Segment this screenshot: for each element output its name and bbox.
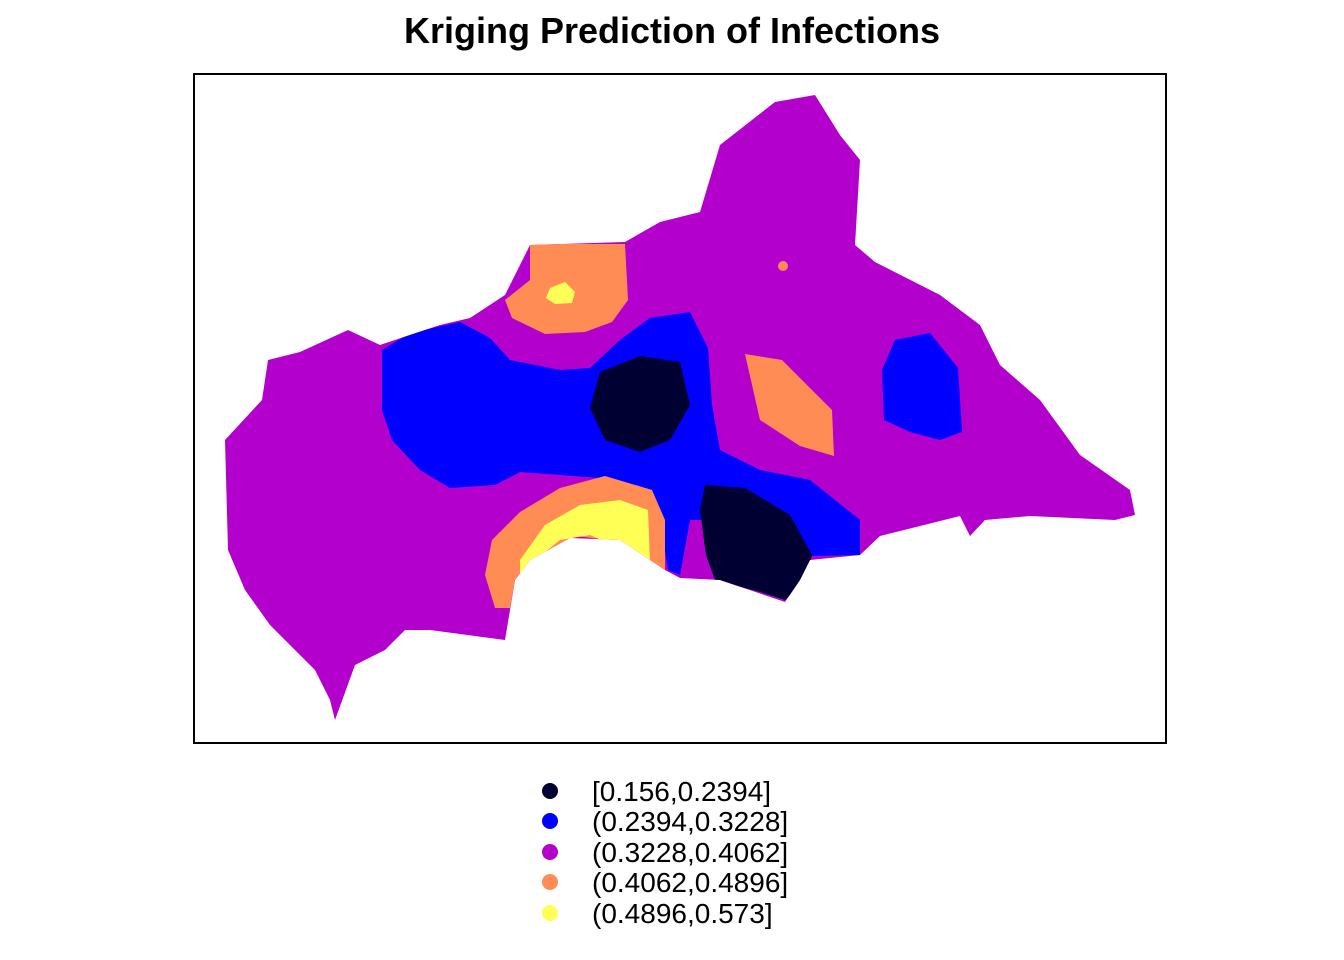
legend-label: (0.2394,0.3228] [592,806,788,837]
legend-swatch [542,813,558,829]
legend-label: (0.4896,0.573] [592,898,773,929]
dark-zone-south [700,485,812,600]
dark-zone-north [590,356,690,452]
legend-item: [0.156,0.2394] [542,776,771,807]
yellow-zone-south [520,500,650,575]
yellow-zone-north [546,282,575,304]
legend-item: (0.4896,0.573] [542,898,773,929]
legend-item: (0.3228,0.4062] [542,837,788,868]
legend-label: (0.4062,0.4896] [592,867,788,898]
legend-item: (0.2394,0.3228] [542,806,788,837]
legend: [0.156,0.2394] (0.2394,0.3228] (0.3228,0… [542,776,788,929]
legend-label: [0.156,0.2394] [592,776,771,807]
legend-swatch [542,874,558,890]
orange-dot-northeast [778,261,788,271]
orange-zone-east [745,354,834,456]
legend-swatch [542,905,558,921]
legend-swatch [542,783,558,799]
legend-swatch [542,844,558,860]
map-layer [225,95,1135,720]
blue-zone-east [882,333,962,440]
legend-item: (0.4062,0.4896] [542,867,788,898]
plot-frame [193,73,1167,744]
chart-title: Kriging Prediction of Infections [404,10,940,51]
legend-label: (0.3228,0.4062] [592,837,788,868]
